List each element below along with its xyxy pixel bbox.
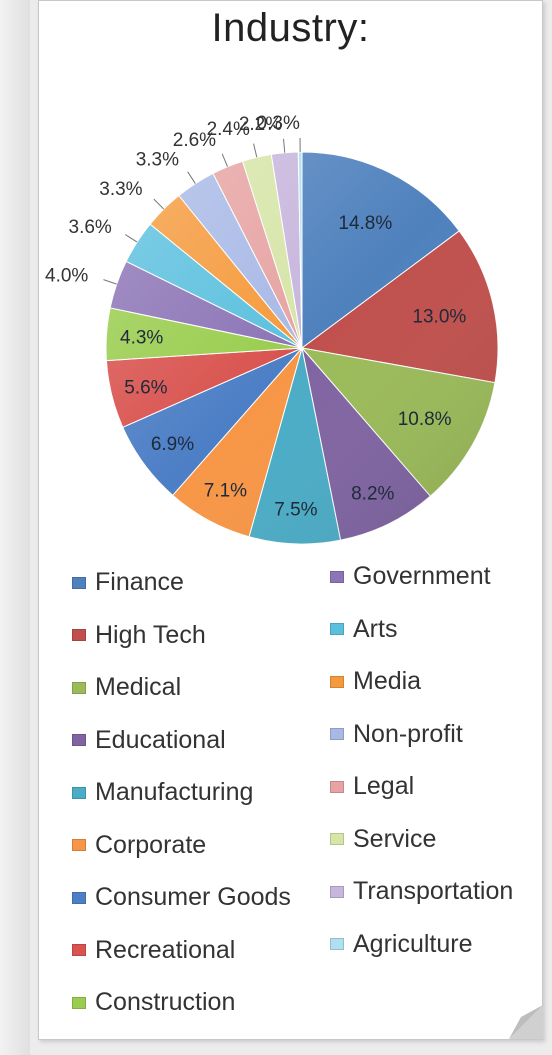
data-label: 2.4% bbox=[207, 119, 250, 140]
chart-title: Industry: bbox=[211, 6, 370, 50]
legend-item-non-profit: Non-profit bbox=[330, 720, 463, 749]
data-label: 7.5% bbox=[274, 500, 317, 521]
legend-item-corporate: Corporate bbox=[72, 831, 206, 860]
legend-swatch bbox=[72, 734, 86, 746]
leader-line bbox=[253, 143, 258, 158]
legend-item-agriculture: Agriculture bbox=[330, 930, 473, 959]
legend-swatch bbox=[330, 885, 344, 898]
data-label: 7.1% bbox=[204, 480, 247, 501]
data-label: 4.0% bbox=[45, 265, 88, 286]
legend-swatch bbox=[72, 629, 86, 641]
legend-label: Legal bbox=[353, 772, 415, 800]
legend-item-legal: Legal bbox=[330, 772, 414, 801]
legend-swatch bbox=[330, 833, 344, 845]
legend-swatch bbox=[72, 944, 86, 956]
data-label: 8.2% bbox=[351, 483, 394, 504]
data-label: 0.3% bbox=[257, 113, 300, 134]
data-label: 13.0% bbox=[412, 307, 466, 328]
legend-label: Service bbox=[353, 824, 437, 853]
leader-line bbox=[125, 234, 138, 243]
legend-swatch bbox=[330, 570, 344, 583]
leader-line bbox=[221, 153, 228, 167]
legend-item-transportation: Transportation bbox=[330, 877, 513, 906]
legend-swatch bbox=[72, 891, 86, 904]
legend-item-construction: Construction bbox=[72, 988, 235, 1017]
legend-swatch bbox=[330, 938, 344, 950]
legend-item-high-tech: High Tech bbox=[72, 621, 206, 650]
legend-item-finance: Finance bbox=[72, 568, 184, 597]
legend-label: High Tech bbox=[95, 620, 206, 649]
leader-line bbox=[103, 279, 117, 285]
legend-label: Corporate bbox=[95, 830, 207, 859]
legend-swatch bbox=[330, 623, 344, 635]
legend-label: Government bbox=[353, 562, 491, 590]
legend-label: Arts bbox=[353, 614, 398, 643]
legend-item-medical: Medical bbox=[72, 673, 181, 702]
page-edge-strip bbox=[0, 0, 30, 1055]
leader-line bbox=[153, 198, 165, 210]
legend-label: Non-profit bbox=[353, 719, 463, 748]
chart-legend: Finance High Tech Medical Educational Manufa… bbox=[72, 562, 542, 1028]
legend-label: Manufacturing bbox=[95, 778, 254, 806]
legend-item-recreational: Recreational bbox=[72, 936, 235, 965]
legend-swatch bbox=[330, 675, 344, 688]
legend-swatch bbox=[330, 780, 344, 793]
data-label: 3.6% bbox=[69, 217, 112, 238]
data-label: 2.2% bbox=[239, 114, 282, 135]
data-label: 4.3% bbox=[120, 328, 163, 349]
legend-label: Media bbox=[353, 667, 422, 695]
legend-label: Construction bbox=[95, 988, 236, 1016]
legend-swatch bbox=[72, 681, 86, 694]
legend-label: Consumer Goods bbox=[95, 883, 291, 911]
data-label: 6.9% bbox=[151, 434, 194, 455]
legend-swatch bbox=[72, 996, 86, 1009]
legend-item-consumer-goods: Consumer Goods bbox=[72, 883, 291, 912]
leader-line bbox=[283, 138, 286, 153]
data-label: 3.3% bbox=[136, 149, 179, 170]
legend-item-arts: Arts bbox=[330, 615, 397, 644]
data-label: 10.8% bbox=[398, 409, 452, 430]
data-label: 14.8% bbox=[338, 213, 392, 234]
legend-swatch bbox=[72, 839, 86, 851]
leader-line bbox=[187, 171, 196, 184]
legend-label: Recreational bbox=[95, 935, 236, 964]
data-label: 3.3% bbox=[99, 179, 142, 200]
legend-item-media: Media bbox=[330, 667, 421, 696]
legend-label: Medical bbox=[95, 673, 182, 701]
legend-swatch bbox=[72, 576, 86, 589]
legend-item-service: Service bbox=[330, 825, 436, 854]
legend-item-educational: Educational bbox=[72, 726, 226, 755]
legend-label: Finance bbox=[95, 568, 184, 596]
legend-item-manufacturing: Manufacturing bbox=[72, 778, 253, 807]
legend-swatch bbox=[72, 786, 86, 799]
legend-swatch bbox=[330, 728, 344, 740]
data-label: 2.6% bbox=[173, 130, 216, 151]
legend-label: Agriculture bbox=[353, 929, 473, 958]
legend-label: Transportation bbox=[353, 877, 514, 905]
page-curl-icon bbox=[509, 1005, 543, 1039]
legend-label: Educational bbox=[95, 725, 226, 754]
data-label: 5.6% bbox=[124, 377, 167, 398]
legend-item-government: Government bbox=[330, 562, 491, 591]
